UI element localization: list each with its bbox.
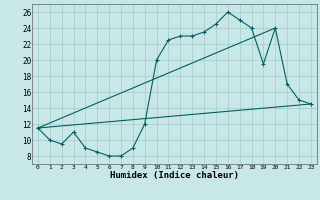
X-axis label: Humidex (Indice chaleur): Humidex (Indice chaleur)	[110, 171, 239, 180]
